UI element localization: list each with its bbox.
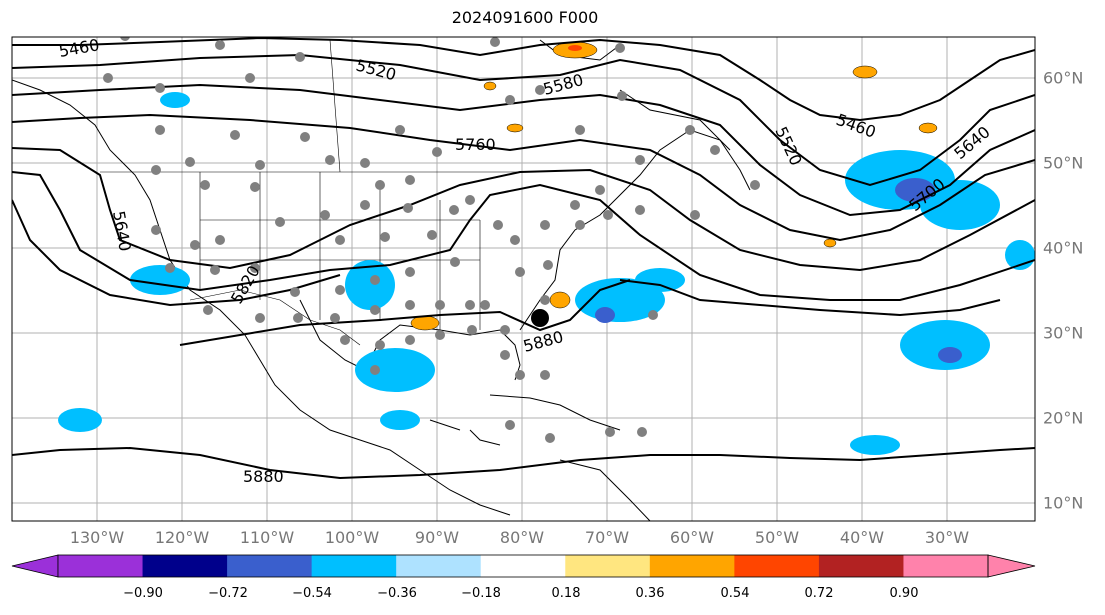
lon-label: 130°W <box>69 528 125 547</box>
colorbar-segment <box>649 555 735 577</box>
station-markers <box>103 37 760 443</box>
colorbar-segment <box>227 555 313 577</box>
lat-label: 60°N <box>1043 68 1084 88</box>
colorbar <box>11 554 1036 578</box>
lat-label: 10°N <box>1043 493 1084 513</box>
lat-label: 40°N <box>1043 238 1084 258</box>
shaded-field <box>58 41 1035 455</box>
contour-label: 5460 <box>57 35 100 61</box>
lon-label: 60°W <box>669 528 715 547</box>
colorbar-tick: 0.72 <box>804 586 834 601</box>
lat-label: 20°N <box>1043 408 1084 428</box>
lon-label: 100°W <box>324 528 380 547</box>
colorbar-tick: 0.54 <box>720 586 750 601</box>
colorbar-segment <box>58 555 144 577</box>
colorbar-tick: −0.90 <box>123 586 163 601</box>
lon-label: 50°W <box>754 528 800 547</box>
colorbar-tick: −0.54 <box>292 586 332 601</box>
contour-label: 5640 <box>109 209 135 252</box>
borders <box>100 39 530 346</box>
lon-label: 90°W <box>414 528 460 547</box>
colorbar-tick: 0.18 <box>551 586 581 601</box>
lon-label: 110°W <box>239 528 295 547</box>
colorbar-segment <box>903 555 989 577</box>
colorbar-segment <box>565 555 651 577</box>
map-title: 2024091600 F000 <box>451 8 599 27</box>
colorbar-segment <box>142 555 228 577</box>
contour-label: 5520 <box>354 56 398 85</box>
colorbar-segment <box>734 555 820 577</box>
lon-label: 120°W <box>154 528 210 547</box>
colorbar-outline <box>57 554 989 578</box>
colorbar-tick: 0.90 <box>889 586 919 601</box>
lat-label: 50°N <box>1043 153 1084 173</box>
colorbar-tick: −0.18 <box>461 586 501 601</box>
colorbar-segment <box>311 555 397 577</box>
lon-label: 40°W <box>839 528 885 547</box>
lon-label: 70°W <box>584 528 630 547</box>
lon-label: 30°W <box>924 528 970 547</box>
contour-label: 5880 <box>243 467 284 486</box>
height-contours <box>12 37 1035 480</box>
colorbar-segment <box>396 555 482 577</box>
colorbar-tick: −0.72 <box>208 586 248 601</box>
colorbar-extend-max <box>987 554 1036 578</box>
contour-label: 5460 <box>834 110 879 142</box>
contour-label: 5760 <box>455 135 496 154</box>
colorbar-segment <box>818 555 904 577</box>
colorbar-tick: 0.36 <box>635 586 665 601</box>
contour-label: 5580 <box>541 70 585 99</box>
contour-label: 5880 <box>521 327 565 356</box>
colorbar-extend-min <box>11 554 59 578</box>
lon-label: 80°W <box>499 528 545 547</box>
storm-center-marker <box>531 309 549 327</box>
colorbar-tick: −0.36 <box>377 586 417 601</box>
colorbar-segment <box>480 555 566 577</box>
lat-label: 30°N <box>1043 323 1084 343</box>
